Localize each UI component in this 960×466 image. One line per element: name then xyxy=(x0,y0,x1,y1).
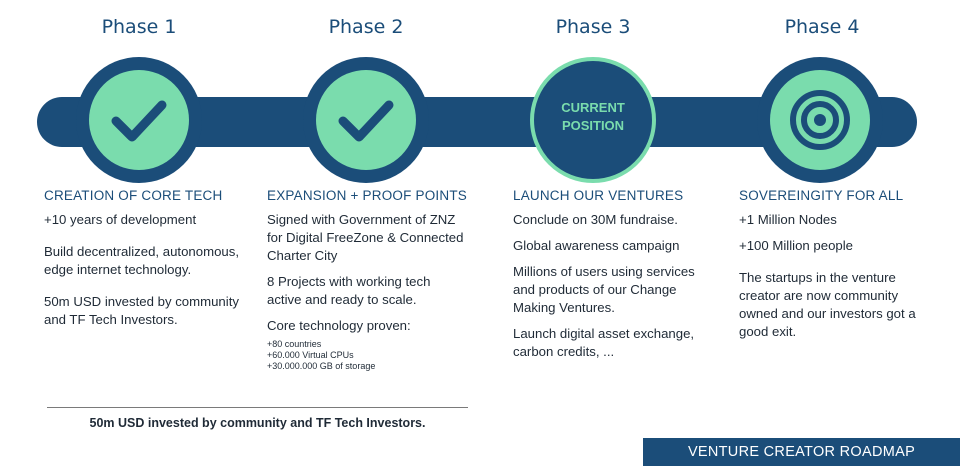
phase-4-title: Phase 4 xyxy=(784,16,860,38)
check-icon xyxy=(338,100,394,142)
phase-1-node xyxy=(76,57,202,183)
list-item: The startups in the venture creator are … xyxy=(739,270,916,339)
list-item: Global awareness campaign xyxy=(513,238,680,253)
list-item: Signed with Government of ZNZ for Digita… xyxy=(267,212,464,263)
phase-4-node xyxy=(757,57,883,183)
list-item: 50m USD invested by community and TF Tec… xyxy=(44,294,239,327)
list-item: Conclude on 30M fundraise. xyxy=(513,212,678,227)
phase-2-node xyxy=(303,57,429,183)
roadmap-banner: VENTURE CREATOR ROADMAP xyxy=(643,438,960,466)
list-item: Core technology proven: xyxy=(267,318,411,333)
current-position-label: CURRENT POSITION xyxy=(561,100,625,133)
list-item: Millions of users using services and pro… xyxy=(513,264,695,315)
column-title: SOVEREINGITY FOR ALL xyxy=(739,188,904,203)
list-item: +100 Million people xyxy=(739,238,854,253)
check-icon xyxy=(111,100,167,142)
column-title: EXPANSION + PROOF POINTS xyxy=(267,188,467,203)
phase-4-column: SOVEREINGITY FOR ALL +1 Million Nodes +1… xyxy=(739,188,939,349)
footnote: 50m USD invested by community and TF Tec… xyxy=(89,416,426,430)
column-title: CREATION OF CORE TECH xyxy=(44,188,223,203)
sub-item: +30.000.000 GB of storage xyxy=(267,361,376,371)
list-item: Build decentralized, autonomous, edge in… xyxy=(44,244,240,277)
target-icon xyxy=(790,90,850,150)
list-item: +1 Million Nodes xyxy=(739,212,837,227)
sub-item: +80 countries xyxy=(267,339,322,349)
list-item: 8 Projects with working tech active and … xyxy=(267,274,431,307)
divider xyxy=(47,407,468,408)
phase-3-column: LAUNCH OUR VENTURES Conclude on 30M fund… xyxy=(513,188,718,369)
list-item: +10 years of development xyxy=(44,212,197,227)
phase-1-column: CREATION OF CORE TECH +10 years of devel… xyxy=(44,188,244,337)
sub-item: +60.000 Virtual CPUs xyxy=(267,350,354,360)
phase-3-title: Phase 3 xyxy=(555,16,631,38)
phase-2-column: EXPANSION + PROOF POINTS Signed with Gov… xyxy=(267,188,467,372)
list-item: Launch digital asset exchange, carbon cr… xyxy=(513,326,695,359)
column-title: LAUNCH OUR VENTURES xyxy=(513,188,684,203)
phase-3-node: CURRENT POSITION xyxy=(530,57,656,183)
phase-2-title: Phase 2 xyxy=(328,16,404,38)
phase-1-title: Phase 1 xyxy=(101,16,177,38)
